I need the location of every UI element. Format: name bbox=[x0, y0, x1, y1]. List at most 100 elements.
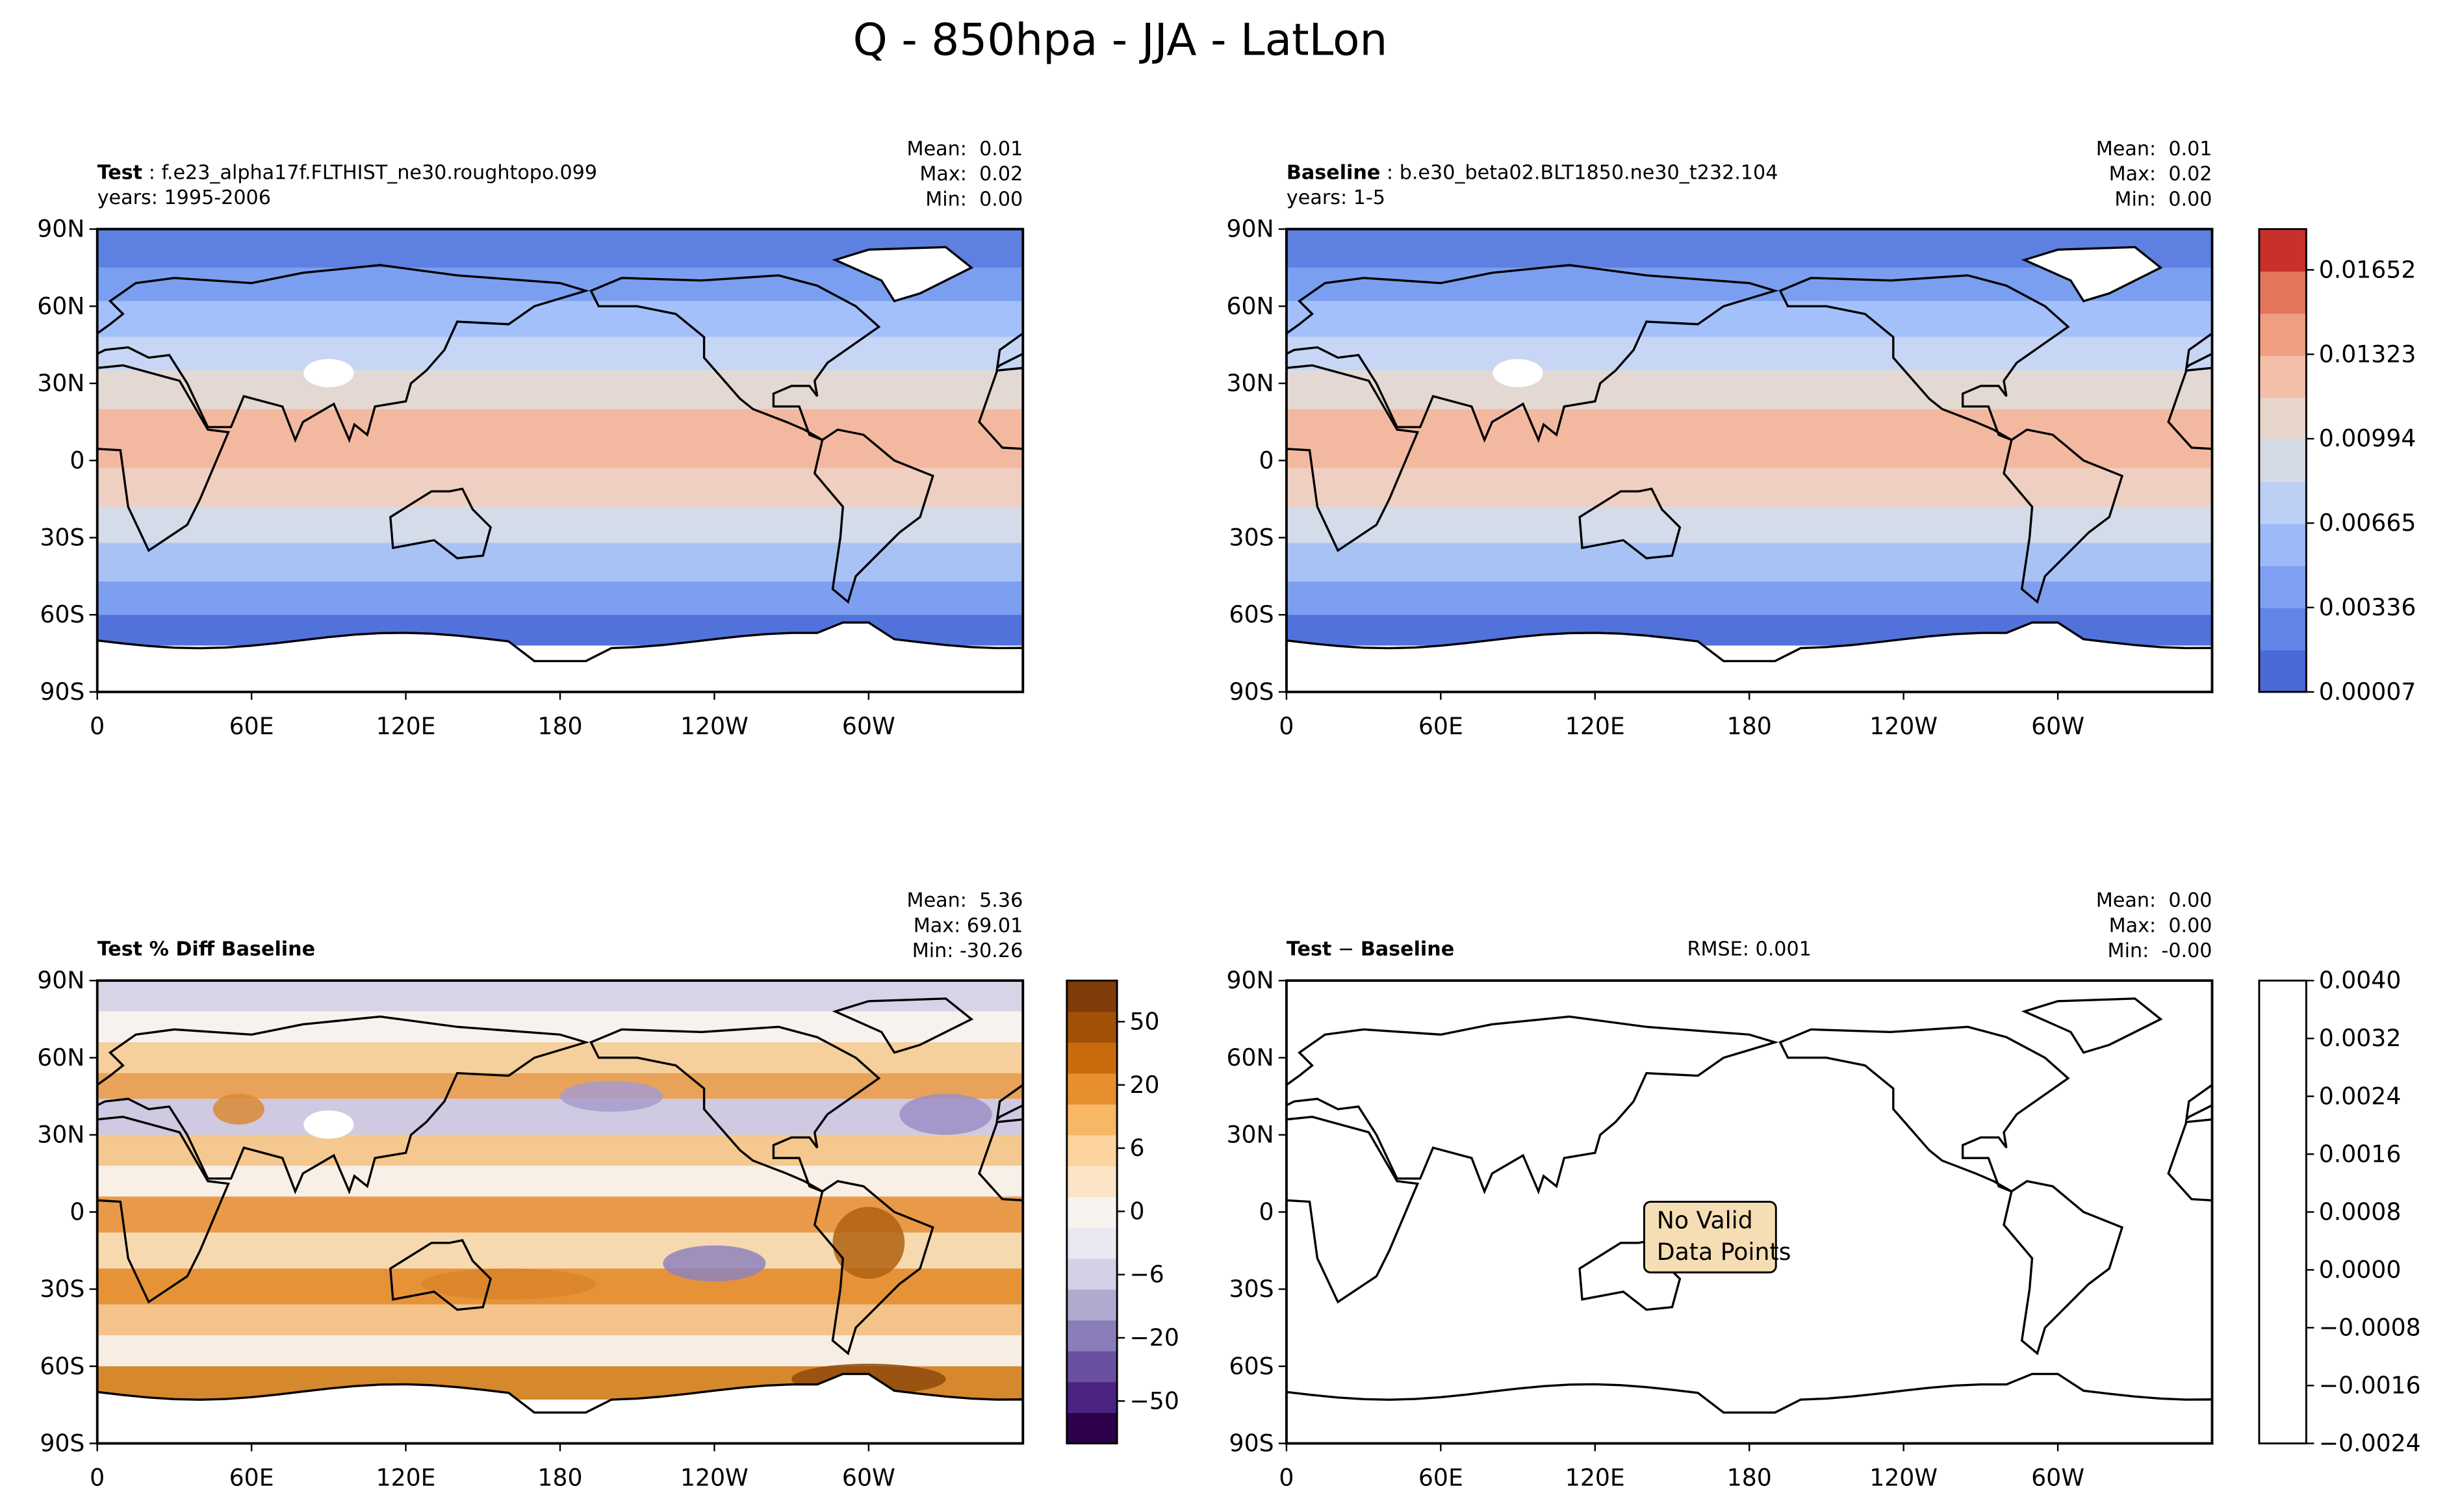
y-tick-label: 90N bbox=[1226, 215, 1274, 243]
colorbar-level bbox=[2259, 397, 2307, 441]
coastline bbox=[389, 487, 493, 559]
field-band bbox=[97, 301, 1023, 337]
missing-region bbox=[303, 1110, 354, 1139]
y-tick-label: 0 bbox=[70, 1198, 84, 1225]
field-band bbox=[97, 409, 1023, 468]
colorbar-level bbox=[2259, 439, 2307, 482]
coastline bbox=[1286, 364, 1420, 552]
colorbar-tick-label: −6 bbox=[1129, 1261, 1164, 1288]
antarctica bbox=[1286, 1372, 2212, 1444]
coastline bbox=[978, 366, 1023, 450]
x-tick-label: 60E bbox=[1418, 1464, 1463, 1492]
coastline bbox=[2167, 1118, 2212, 1202]
coastline bbox=[1286, 264, 1779, 443]
panel-stat: Max: 0.02 bbox=[2109, 163, 2212, 186]
colorbar-tick-label: 0.0024 bbox=[2319, 1082, 2402, 1110]
colorbar-tick-label: 50 bbox=[1129, 1007, 1159, 1035]
panel-title-part: Test bbox=[97, 161, 142, 184]
y-tick-label: 30S bbox=[1229, 1275, 1274, 1303]
coastline bbox=[1578, 1238, 1682, 1311]
colorbar-tick-label: 0.01323 bbox=[2319, 340, 2416, 368]
colorbar-level bbox=[1066, 1166, 1118, 1198]
coastline bbox=[97, 364, 230, 552]
coastline bbox=[1286, 1116, 1420, 1304]
coastline bbox=[2021, 246, 2163, 303]
coastline bbox=[1099, 999, 1235, 1053]
y-tick-label: 60S bbox=[40, 1352, 84, 1380]
colorbar-level bbox=[1066, 1350, 1118, 1383]
field-band bbox=[97, 1042, 1023, 1073]
colorbar-level bbox=[2259, 650, 2307, 693]
x-tick-label: 120W bbox=[680, 712, 749, 740]
y-tick-label: 60S bbox=[1229, 1352, 1274, 1380]
x-tick-label: 60W bbox=[842, 712, 895, 740]
colorbar-tick-label: 0.0008 bbox=[2319, 1198, 2402, 1225]
y-tick-label: 90S bbox=[1229, 1429, 1274, 1457]
y-tick-label: 0 bbox=[1259, 446, 1274, 474]
x-tick-label: 120E bbox=[1565, 712, 1625, 740]
x-tick-label: 120W bbox=[1869, 712, 1938, 740]
panel-stat: Min: -30.26 bbox=[912, 940, 1023, 962]
field-band bbox=[97, 581, 1023, 615]
y-tick-label: 30S bbox=[40, 1275, 84, 1303]
antarctica bbox=[1286, 621, 2212, 692]
x-tick-label: 0 bbox=[1279, 712, 1294, 740]
panel-subtitle: years: 1995-2006 bbox=[97, 186, 271, 209]
colorbar-level bbox=[1066, 1289, 1118, 1321]
map bbox=[1099, 997, 2212, 1444]
y-tick-label: 60N bbox=[37, 292, 84, 320]
y-tick-label: 30S bbox=[40, 524, 84, 552]
panel-title: Test % Diff Baseline bbox=[97, 938, 315, 961]
colorbar-tick-label: 0.00007 bbox=[2319, 678, 2416, 706]
y-tick-label: 30N bbox=[37, 369, 84, 397]
panel-stat: Max: 69.01 bbox=[914, 914, 1023, 937]
missing-region bbox=[303, 359, 354, 387]
x-tick-label: 60E bbox=[1418, 712, 1463, 740]
annotation-text: No Valid bbox=[1657, 1207, 1753, 1235]
panel-stat: Max: 0.00 bbox=[2109, 914, 2212, 937]
y-tick-label: 90S bbox=[1229, 678, 1274, 706]
y-tick-label: 90N bbox=[37, 966, 84, 994]
field-blob bbox=[421, 1268, 596, 1300]
panel-subtitle: years: 1-5 bbox=[1287, 186, 1385, 209]
coastline bbox=[97, 1116, 230, 1304]
field-band bbox=[1286, 468, 2212, 507]
colorbar-tick-label: 0.00336 bbox=[2319, 593, 2416, 621]
y-tick-label: 60N bbox=[1226, 292, 1274, 320]
colorbar-level bbox=[1066, 1412, 1118, 1444]
annotation-box bbox=[1643, 1201, 1777, 1274]
coastline bbox=[97, 1015, 590, 1195]
field-band bbox=[1286, 581, 2212, 615]
coastline bbox=[1316, 1240, 1416, 1310]
panel-stat: Min: 0.00 bbox=[2114, 188, 2212, 211]
coastline bbox=[832, 997, 974, 1054]
field-band bbox=[97, 980, 1023, 1012]
field-band bbox=[97, 1304, 1023, 1336]
field-band bbox=[1286, 301, 2212, 337]
colorbar-level bbox=[2259, 313, 2307, 356]
colorbar-level bbox=[1066, 1104, 1118, 1136]
colorbar-level bbox=[2259, 481, 2307, 524]
colorbar-level bbox=[1066, 1227, 1118, 1259]
x-tick-label: 120W bbox=[1869, 1464, 1938, 1492]
coastline bbox=[1286, 1015, 1779, 1195]
map bbox=[97, 980, 1416, 1444]
x-tick-label: 0 bbox=[1279, 1464, 1294, 1492]
coastline bbox=[2167, 366, 2212, 450]
greenland-fill bbox=[2024, 247, 2161, 301]
x-tick-label: 120E bbox=[376, 712, 436, 740]
coastline bbox=[1778, 1025, 2070, 1193]
coastline bbox=[2003, 1180, 2124, 1355]
coastline bbox=[1578, 487, 1682, 559]
panel-stat: Mean: 0.01 bbox=[907, 138, 1023, 160]
panel-title-part: Baseline bbox=[1361, 938, 1454, 961]
y-tick-label: 30N bbox=[37, 1121, 84, 1149]
panel-title: Baseline : b.e30_beta02.BLT1850.ne30_t23… bbox=[1287, 161, 1778, 184]
map bbox=[1286, 229, 2212, 692]
field-blob bbox=[212, 1094, 264, 1125]
field-band bbox=[97, 468, 1023, 507]
missing-region bbox=[1493, 359, 1543, 387]
x-tick-label: 60E bbox=[229, 712, 274, 740]
colorbar-level bbox=[2259, 229, 2307, 272]
